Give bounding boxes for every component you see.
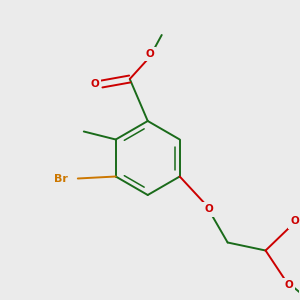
Text: O: O (146, 49, 154, 59)
Text: O: O (284, 280, 293, 290)
Text: O: O (290, 217, 299, 226)
Text: O: O (91, 79, 99, 89)
Text: Br: Br (54, 173, 68, 184)
Text: O: O (204, 205, 213, 214)
